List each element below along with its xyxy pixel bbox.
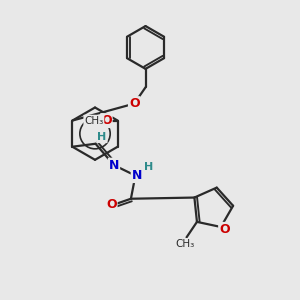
Text: O: O [101, 114, 112, 127]
Text: H: H [144, 162, 153, 172]
Text: O: O [129, 97, 140, 110]
Text: N: N [132, 169, 142, 182]
Text: H: H [98, 132, 107, 142]
Text: O: O [219, 223, 230, 236]
Text: O: O [106, 198, 117, 211]
Text: CH₃: CH₃ [176, 239, 195, 249]
Text: N: N [109, 159, 119, 172]
Text: CH₃: CH₃ [84, 116, 104, 126]
